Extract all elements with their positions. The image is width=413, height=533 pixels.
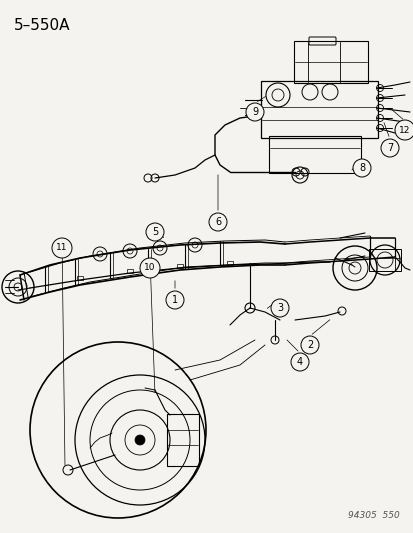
Circle shape	[146, 223, 164, 241]
Bar	[77, 276, 83, 280]
Circle shape	[271, 299, 288, 317]
Text: 10: 10	[144, 263, 155, 272]
Text: 5–550A: 5–550A	[14, 18, 70, 33]
Circle shape	[209, 213, 226, 231]
Text: 6: 6	[214, 217, 221, 227]
Circle shape	[394, 120, 413, 140]
Circle shape	[30, 342, 206, 518]
Bar	[177, 264, 183, 268]
Circle shape	[140, 258, 159, 278]
Text: 9: 9	[252, 107, 257, 117]
Text: 8: 8	[358, 163, 364, 173]
Text: 3: 3	[276, 303, 282, 313]
Text: 11: 11	[56, 244, 68, 253]
Text: 2: 2	[306, 340, 312, 350]
Circle shape	[166, 291, 183, 309]
Text: 4: 4	[296, 357, 302, 367]
Bar	[226, 261, 233, 265]
Circle shape	[300, 336, 318, 354]
Bar	[127, 269, 133, 273]
Text: 1: 1	[171, 295, 178, 305]
Text: 7: 7	[386, 143, 392, 153]
Circle shape	[352, 159, 370, 177]
Circle shape	[52, 238, 72, 258]
Circle shape	[290, 353, 308, 371]
Circle shape	[245, 103, 263, 121]
Circle shape	[380, 139, 398, 157]
Text: 5: 5	[152, 227, 158, 237]
Text: 94305  550: 94305 550	[347, 511, 399, 520]
Circle shape	[135, 435, 145, 445]
Text: 12: 12	[399, 125, 410, 134]
